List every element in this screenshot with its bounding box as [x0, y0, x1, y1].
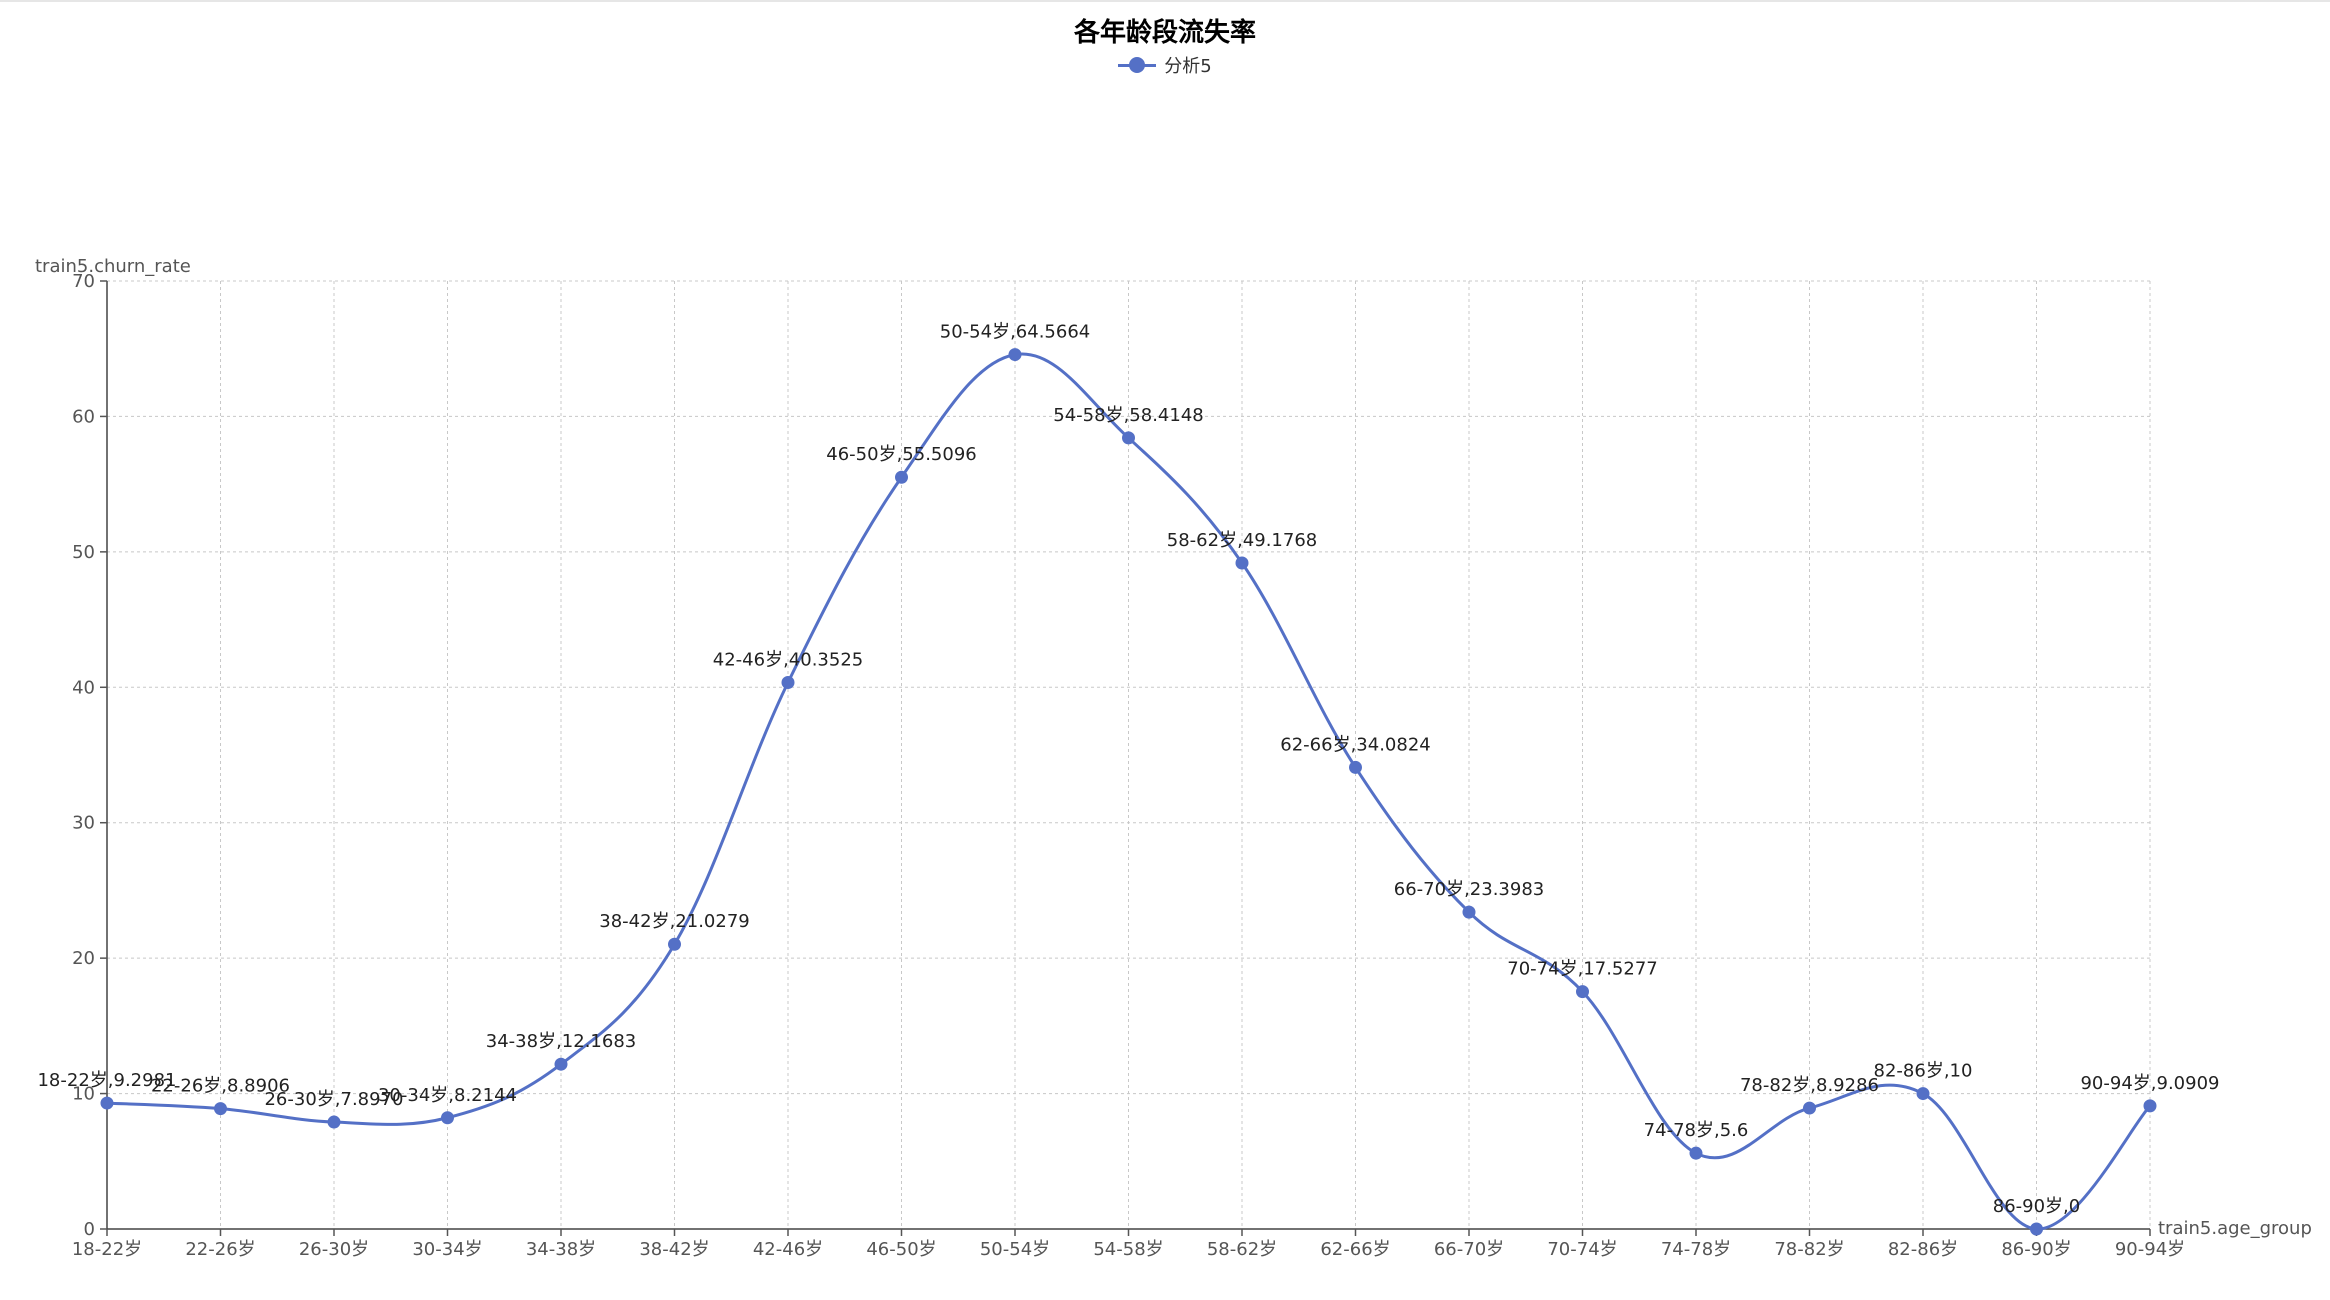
data-points [100, 348, 2157, 1236]
data-point[interactable] [1689, 1146, 1703, 1160]
y-tick-label: 70 [72, 271, 95, 292]
data-label: 38-42岁,21.0279 [599, 911, 749, 932]
data-point[interactable] [100, 1096, 114, 1110]
x-tick-label: 22-26岁 [185, 1239, 255, 1260]
data-label: 70-74岁,17.5277 [1507, 959, 1657, 980]
y-axis-ticks: 0 10 20 30 40 50 60 70 [72, 271, 107, 1240]
data-point[interactable] [1462, 905, 1476, 919]
data-label: 86-90岁,0 [1993, 1196, 2080, 1217]
y-tick-label: 20 [72, 948, 95, 969]
data-point[interactable] [781, 676, 795, 690]
data-label: 18-22岁,9.2981 [37, 1070, 176, 1091]
data-point[interactable] [1916, 1087, 1930, 1101]
data-label: 50-54岁,64.5664 [940, 322, 1090, 343]
y-tick-label: 30 [72, 813, 95, 834]
data-point[interactable] [1235, 556, 1249, 570]
chart-title: 各年龄段流失率 [1073, 18, 1256, 48]
data-point[interactable] [1122, 431, 1135, 445]
y-tick-label: 40 [72, 677, 95, 698]
x-tick-label: 86-90岁 [2001, 1239, 2071, 1260]
data-point[interactable] [1803, 1101, 1816, 1115]
data-label: 58-62岁,49.1768 [1167, 530, 1317, 551]
x-tick-label: 54-58岁 [1093, 1239, 1163, 1260]
x-tick-label: 82-86岁 [1888, 1239, 1958, 1260]
y-tick-label: 0 [84, 1219, 95, 1240]
x-tick-label: 62-66岁 [1320, 1239, 1390, 1260]
x-axis-ticks: 18-22岁 22-26岁 26-30岁 30-34岁 34-38岁 38-42岁 42-4… [72, 1229, 2185, 1260]
x-tick-label: 70-74岁 [1547, 1239, 1617, 1260]
legend-item[interactable]: 分析5 [1118, 52, 1212, 78]
data-point[interactable] [441, 1111, 454, 1125]
x-tick-label: 34-38岁 [526, 1239, 596, 1260]
data-label: 42-46岁,40.3525 [713, 650, 863, 671]
data-point[interactable] [1008, 348, 1022, 362]
data-point[interactable] [2030, 1222, 2043, 1236]
x-tick-label: 50-54岁 [980, 1239, 1050, 1260]
data-label: 66-70岁,23.3983 [1394, 879, 1544, 900]
x-tick-label: 38-42岁 [639, 1239, 709, 1260]
data-point[interactable] [1576, 985, 1589, 999]
data-label: 82-86岁,10 [1874, 1061, 1973, 1082]
data-label: 34-38岁,12.1683 [486, 1031, 636, 1052]
x-tick-label: 78-82岁 [1774, 1239, 1844, 1260]
data-point[interactable] [214, 1102, 227, 1116]
data-point[interactable] [668, 937, 681, 951]
x-tick-label: 26-30岁 [299, 1239, 369, 1260]
x-tick-label: 42-46岁 [753, 1239, 823, 1260]
data-label: 78-82岁,8.9286 [1740, 1075, 1879, 1096]
grid [107, 280, 2151, 1229]
x-tick-label: 74-78岁 [1661, 1239, 1731, 1260]
legend-marker-icon [1118, 56, 1157, 74]
top-border [0, 0, 2330, 2]
data-point[interactable] [2143, 1099, 2157, 1113]
x-tick-label: 66-70岁 [1434, 1239, 1504, 1260]
data-label: 22-26岁,8.8906 [151, 1076, 290, 1097]
data-label: 26-30岁,7.8970 [264, 1089, 403, 1110]
y-tick-label: 60 [72, 406, 95, 427]
data-label: 54-58岁,58.4148 [1053, 405, 1203, 426]
data-point[interactable] [895, 470, 908, 484]
legend-label: 分析5 [1164, 56, 1212, 77]
x-tick-label: 18-22岁 [72, 1239, 142, 1260]
y-axis-label: train5.churn_rate [35, 256, 191, 277]
data-point[interactable] [554, 1057, 568, 1071]
x-tick-label: 30-34岁 [412, 1239, 482, 1260]
data-label: 46-50岁,55.5096 [826, 444, 976, 465]
x-tick-label: 58-62岁 [1207, 1239, 1277, 1260]
data-label: 74-78岁,5.6 [1644, 1120, 1749, 1141]
data-label: 30-34岁,8.2144 [378, 1085, 517, 1106]
y-tick-label: 50 [72, 542, 95, 563]
y-tick-label: 10 [72, 1084, 95, 1105]
data-point[interactable] [327, 1115, 341, 1129]
data-labels: 18-22岁,9.298122-26岁,8.890626-30岁,7.89703… [37, 322, 2219, 1217]
data-label: 90-94岁,9.0909 [2080, 1073, 2219, 1094]
data-label: 62-66岁,34.0824 [1280, 734, 1430, 755]
legend: 分析5 [0, 52, 2330, 78]
x-axis-label: train5.age_group [2158, 1218, 2312, 1239]
data-point[interactable] [1349, 760, 1362, 774]
x-tick-label: 46-50岁 [866, 1239, 936, 1260]
x-tick-label: 90-94岁 [2115, 1239, 2185, 1260]
